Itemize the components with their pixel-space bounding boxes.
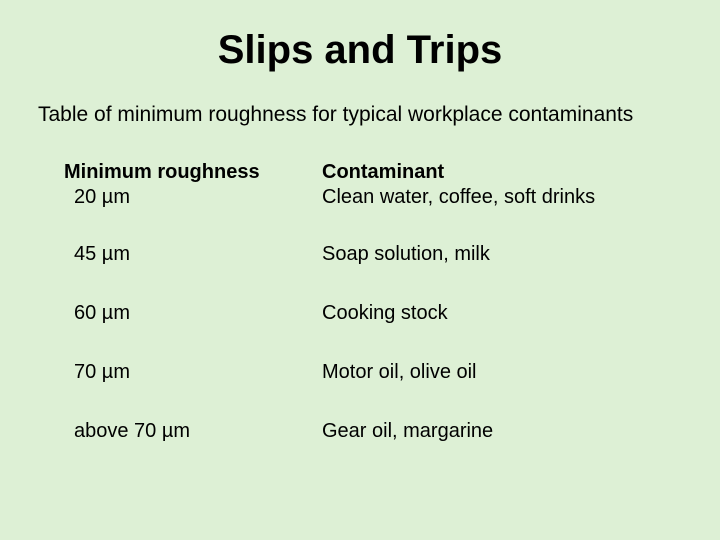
cell-contaminant: Motor oil, olive oil — [322, 361, 720, 384]
cell-contaminant: Soap solution, milk — [322, 243, 720, 266]
cell-roughness: 45 µm — [64, 243, 322, 266]
cell-roughness: 60 µm — [64, 302, 322, 325]
cell-roughness: above 70 µm — [64, 420, 322, 443]
table-row: above 70 µm Gear oil, margarine — [64, 420, 720, 443]
header-contaminant: Contaminant — [322, 161, 720, 184]
table-row: 60 µm Cooking stock — [64, 302, 720, 325]
table-header-row: Minimum roughness Contaminant — [64, 161, 720, 184]
table-row: 45 µm Soap solution, milk — [64, 243, 720, 266]
cell-roughness: 20 µm — [64, 186, 322, 209]
cell-contaminant: Gear oil, margarine — [322, 420, 720, 443]
cell-roughness: 70 µm — [64, 361, 322, 384]
cell-contaminant: Cooking stock — [322, 302, 720, 325]
roughness-table: Minimum roughness Contaminant 20 µm Clea… — [0, 161, 720, 443]
table-row: 20 µm Clean water, coffee, soft drinks — [64, 186, 720, 209]
page-title: Slips and Trips — [0, 0, 720, 103]
table-row: 70 µm Motor oil, olive oil — [64, 361, 720, 384]
cell-contaminant: Clean water, coffee, soft drinks — [322, 186, 720, 209]
header-roughness: Minimum roughness — [64, 161, 322, 184]
page-subtitle: Table of minimum roughness for typical w… — [0, 103, 720, 161]
